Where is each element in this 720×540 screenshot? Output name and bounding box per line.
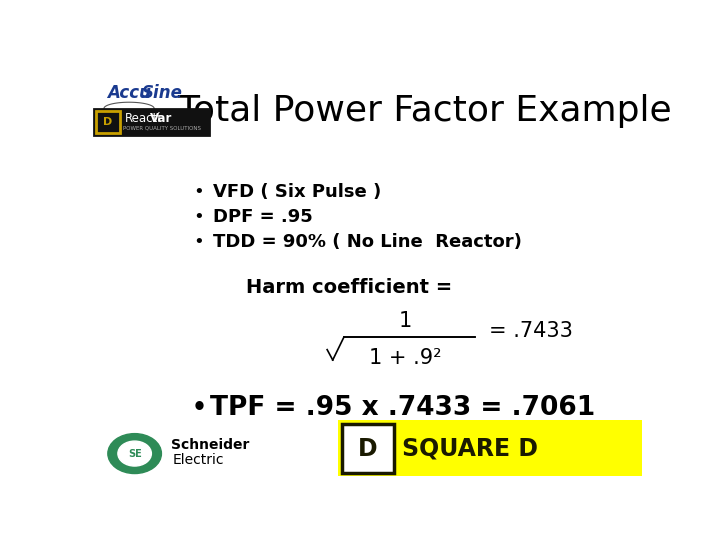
Text: TDD = 90% ( No Line  Reactor): TDD = 90% ( No Line Reactor) <box>213 233 521 251</box>
Text: Schneider: Schneider <box>171 438 249 453</box>
Text: Harm coefficient =: Harm coefficient = <box>246 278 452 297</box>
Text: VFD ( Six Pulse ): VFD ( Six Pulse ) <box>213 183 381 201</box>
Text: 1: 1 <box>399 310 412 330</box>
Text: •: • <box>194 233 204 251</box>
FancyBboxPatch shape <box>342 424 394 473</box>
Text: Total Power Factor Example: Total Power Factor Example <box>178 94 672 128</box>
Text: Sine: Sine <box>142 84 183 102</box>
Circle shape <box>108 434 161 474</box>
Text: TPF = .95 x .7433 = .7061: TPF = .95 x .7433 = .7061 <box>210 395 595 421</box>
Text: Electric: Electric <box>173 453 224 467</box>
Text: Accu: Accu <box>107 84 150 102</box>
FancyBboxPatch shape <box>94 109 209 134</box>
Text: D: D <box>103 117 112 127</box>
Text: Var: Var <box>150 112 173 125</box>
Text: •: • <box>192 396 207 420</box>
Text: •: • <box>194 207 204 226</box>
Text: SQUARE D: SQUARE D <box>402 436 539 461</box>
Text: DPF = .95: DPF = .95 <box>213 207 312 226</box>
Text: D: D <box>358 436 377 461</box>
Text: Reacti: Reacti <box>125 112 161 125</box>
Text: POWER QUALITY SOLUTIONS: POWER QUALITY SOLUTIONS <box>124 125 202 131</box>
Circle shape <box>118 441 151 466</box>
Text: SE: SE <box>127 449 142 458</box>
Bar <box>338 420 642 476</box>
Text: 1 + .9²: 1 + .9² <box>369 348 441 368</box>
FancyBboxPatch shape <box>96 111 120 133</box>
Text: = .7433: = .7433 <box>489 321 573 341</box>
Text: •: • <box>194 183 204 201</box>
